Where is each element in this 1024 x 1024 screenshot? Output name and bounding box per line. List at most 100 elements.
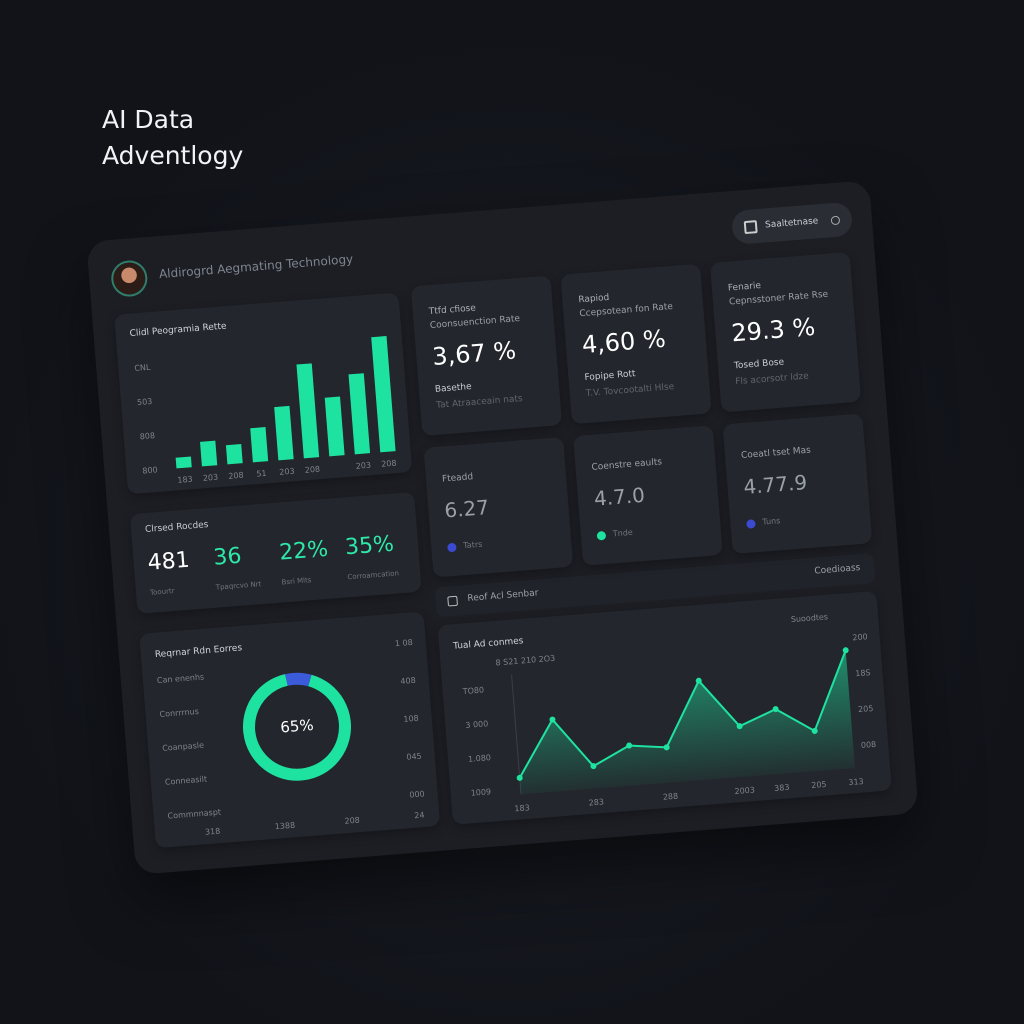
x-label: 313 [848, 777, 864, 787]
stat-value: 481 [146, 547, 191, 576]
stat-value: 35% [344, 531, 395, 561]
area-card: Tual Ad conmes 8 S21 210 2O3 Suoodtes TO80 3… [437, 590, 892, 825]
kpi-value: 29.3 % [730, 312, 817, 348]
kpi-sublabel: Cepnsstoner Rate Rse [728, 289, 829, 308]
y-label: 1.080 [468, 753, 492, 764]
donut-center: 65% [280, 716, 315, 737]
y2-label: 008 [861, 740, 877, 750]
kpi-card: Fenarie Cepnsstoner Rate Rse 29.3 % Tosed B… [709, 251, 862, 413]
bar-chart: Clidl Peogramia Rette CNL 503 808 800 183 203 2… [129, 322, 397, 485]
kpi-label: Fenarie [727, 280, 762, 294]
stat-value: 22% [278, 536, 330, 566]
row-label: Can enenhs [157, 672, 205, 685]
search-icon [743, 219, 758, 234]
bar [296, 363, 320, 459]
point [842, 647, 849, 654]
kpi-footnote: T.V. Tovcootalti Hlse [585, 382, 675, 400]
stat-label: Bsri Mlts [281, 576, 312, 587]
metric-value: 6.27 [443, 495, 490, 523]
stat-label: Toourtr [149, 586, 175, 597]
y2-label: 18S [855, 668, 871, 678]
metric-label: Coeatl tset Mas [740, 445, 812, 462]
point [516, 774, 523, 781]
x-label: 24 [414, 811, 425, 821]
x-label: 1388 [274, 821, 295, 832]
point [811, 727, 818, 734]
kpi-note: Basethe [434, 382, 472, 395]
x-label: 208 [228, 471, 244, 481]
point [590, 763, 597, 770]
y2-label: 205 [858, 704, 874, 714]
metric-dot [746, 519, 756, 529]
x-label: 208 [381, 459, 397, 469]
kpi-card: Rapiod Ccepsotean fon Rate 4,60 % Fopipe Ro… [560, 263, 712, 425]
row-value: 000 [409, 789, 425, 799]
bar [371, 335, 396, 453]
kpi-sublabel: Coonsuenction Rate [429, 313, 521, 332]
kpi-footnote: Fls acorsotr ldze [734, 371, 810, 388]
kpi-footnote: Tat Atraaceain nats [435, 394, 524, 411]
row-label: Commnnaspt [167, 807, 221, 820]
chart-title: Reqrnar Rdn Eorres [155, 643, 243, 660]
axis-line [511, 674, 522, 795]
row-label: Conrrrnus [159, 707, 199, 719]
metric-note: Tuns [762, 516, 781, 527]
stats-card: Clrsed Rocdes 481 Toourtr 36 Tpaqrcvo Nrt 22… [129, 491, 422, 614]
y-label: 503 [137, 397, 153, 407]
x-label: 383 [774, 783, 790, 793]
search-glass[interactable] [830, 215, 841, 225]
bar [274, 405, 294, 461]
y-label: TO80 [461, 685, 484, 696]
toolbar-icon[interactable] [447, 595, 459, 607]
search-box[interactable]: Saaltetnase [730, 201, 854, 246]
x-label: 203 [203, 473, 219, 483]
metric-card: Fteadd 6.27 Tatrs [423, 436, 574, 578]
metric-label: Fteadd [441, 472, 474, 485]
donut-chart: Reqrnar Rdn Eorres Can enenhs Conrrrnus Coa… [155, 638, 425, 837]
toolbar-right[interactable]: Coedioass [814, 563, 861, 577]
x-label: 205 [811, 780, 827, 790]
metric-note: Tatrs [462, 539, 483, 551]
avatar[interactable] [109, 259, 149, 298]
stat-value: 36 [212, 543, 243, 571]
area-chart: Tual Ad conmes 8 S21 210 2O3 Suoodtes TO80 3… [452, 612, 877, 813]
chart-title: Clidl Peogramia Rette [129, 322, 227, 340]
metric-dot [596, 530, 607, 541]
point [695, 677, 702, 684]
row-label: Coanpasle [162, 741, 204, 753]
metric-label: Coenstre eaults [591, 457, 663, 473]
y-label: 808 [139, 431, 155, 441]
row-value: 108 [403, 714, 419, 724]
metric-value: 4.77.9 [742, 470, 808, 499]
toolbar-left[interactable]: Reof Acl Senbar [467, 588, 539, 604]
x-label: 288 [663, 792, 679, 802]
kpi-value: 3,67 % [431, 336, 518, 371]
donut-card: Reqrnar Rdn Eorres Can enenhs Conrrrnus Coa… [139, 611, 441, 849]
row-value: 408 [400, 676, 416, 686]
x-label: 208 [304, 465, 320, 475]
x-label: 183 [514, 803, 530, 813]
hero: AI Data Adventlogy [102, 102, 243, 174]
row-label: Conneasilt [165, 774, 208, 786]
bar [175, 456, 192, 469]
point [626, 742, 633, 749]
y-label: CNL [134, 363, 151, 373]
bar [250, 427, 269, 463]
y-label: 800 [142, 465, 158, 475]
hero-line: AI Data [102, 105, 195, 134]
chart-title: Tual Ad conmes [452, 636, 524, 652]
row-value: 045 [406, 752, 422, 762]
metric-card: Coeatl tset Mas 4.77.9 Tuns [722, 413, 873, 555]
area-fill [519, 650, 855, 795]
metric-value: 4.7.0 [593, 482, 646, 511]
metric-dot [447, 542, 457, 553]
kpi-value: 4,60 % [580, 324, 667, 360]
y-label: 3 000 [465, 719, 489, 730]
bar [324, 396, 345, 457]
x-label: 208 [344, 816, 360, 826]
y2-label: 200 [852, 632, 868, 642]
chart-subtitle: 8 S21 210 2O3 [495, 654, 555, 668]
kpi-sublabel: Ccepsotean fon Rate [579, 301, 674, 320]
hero-line: Adventlogy [102, 141, 244, 170]
stat-label: Tpaqrcvo Nrt [215, 580, 262, 592]
